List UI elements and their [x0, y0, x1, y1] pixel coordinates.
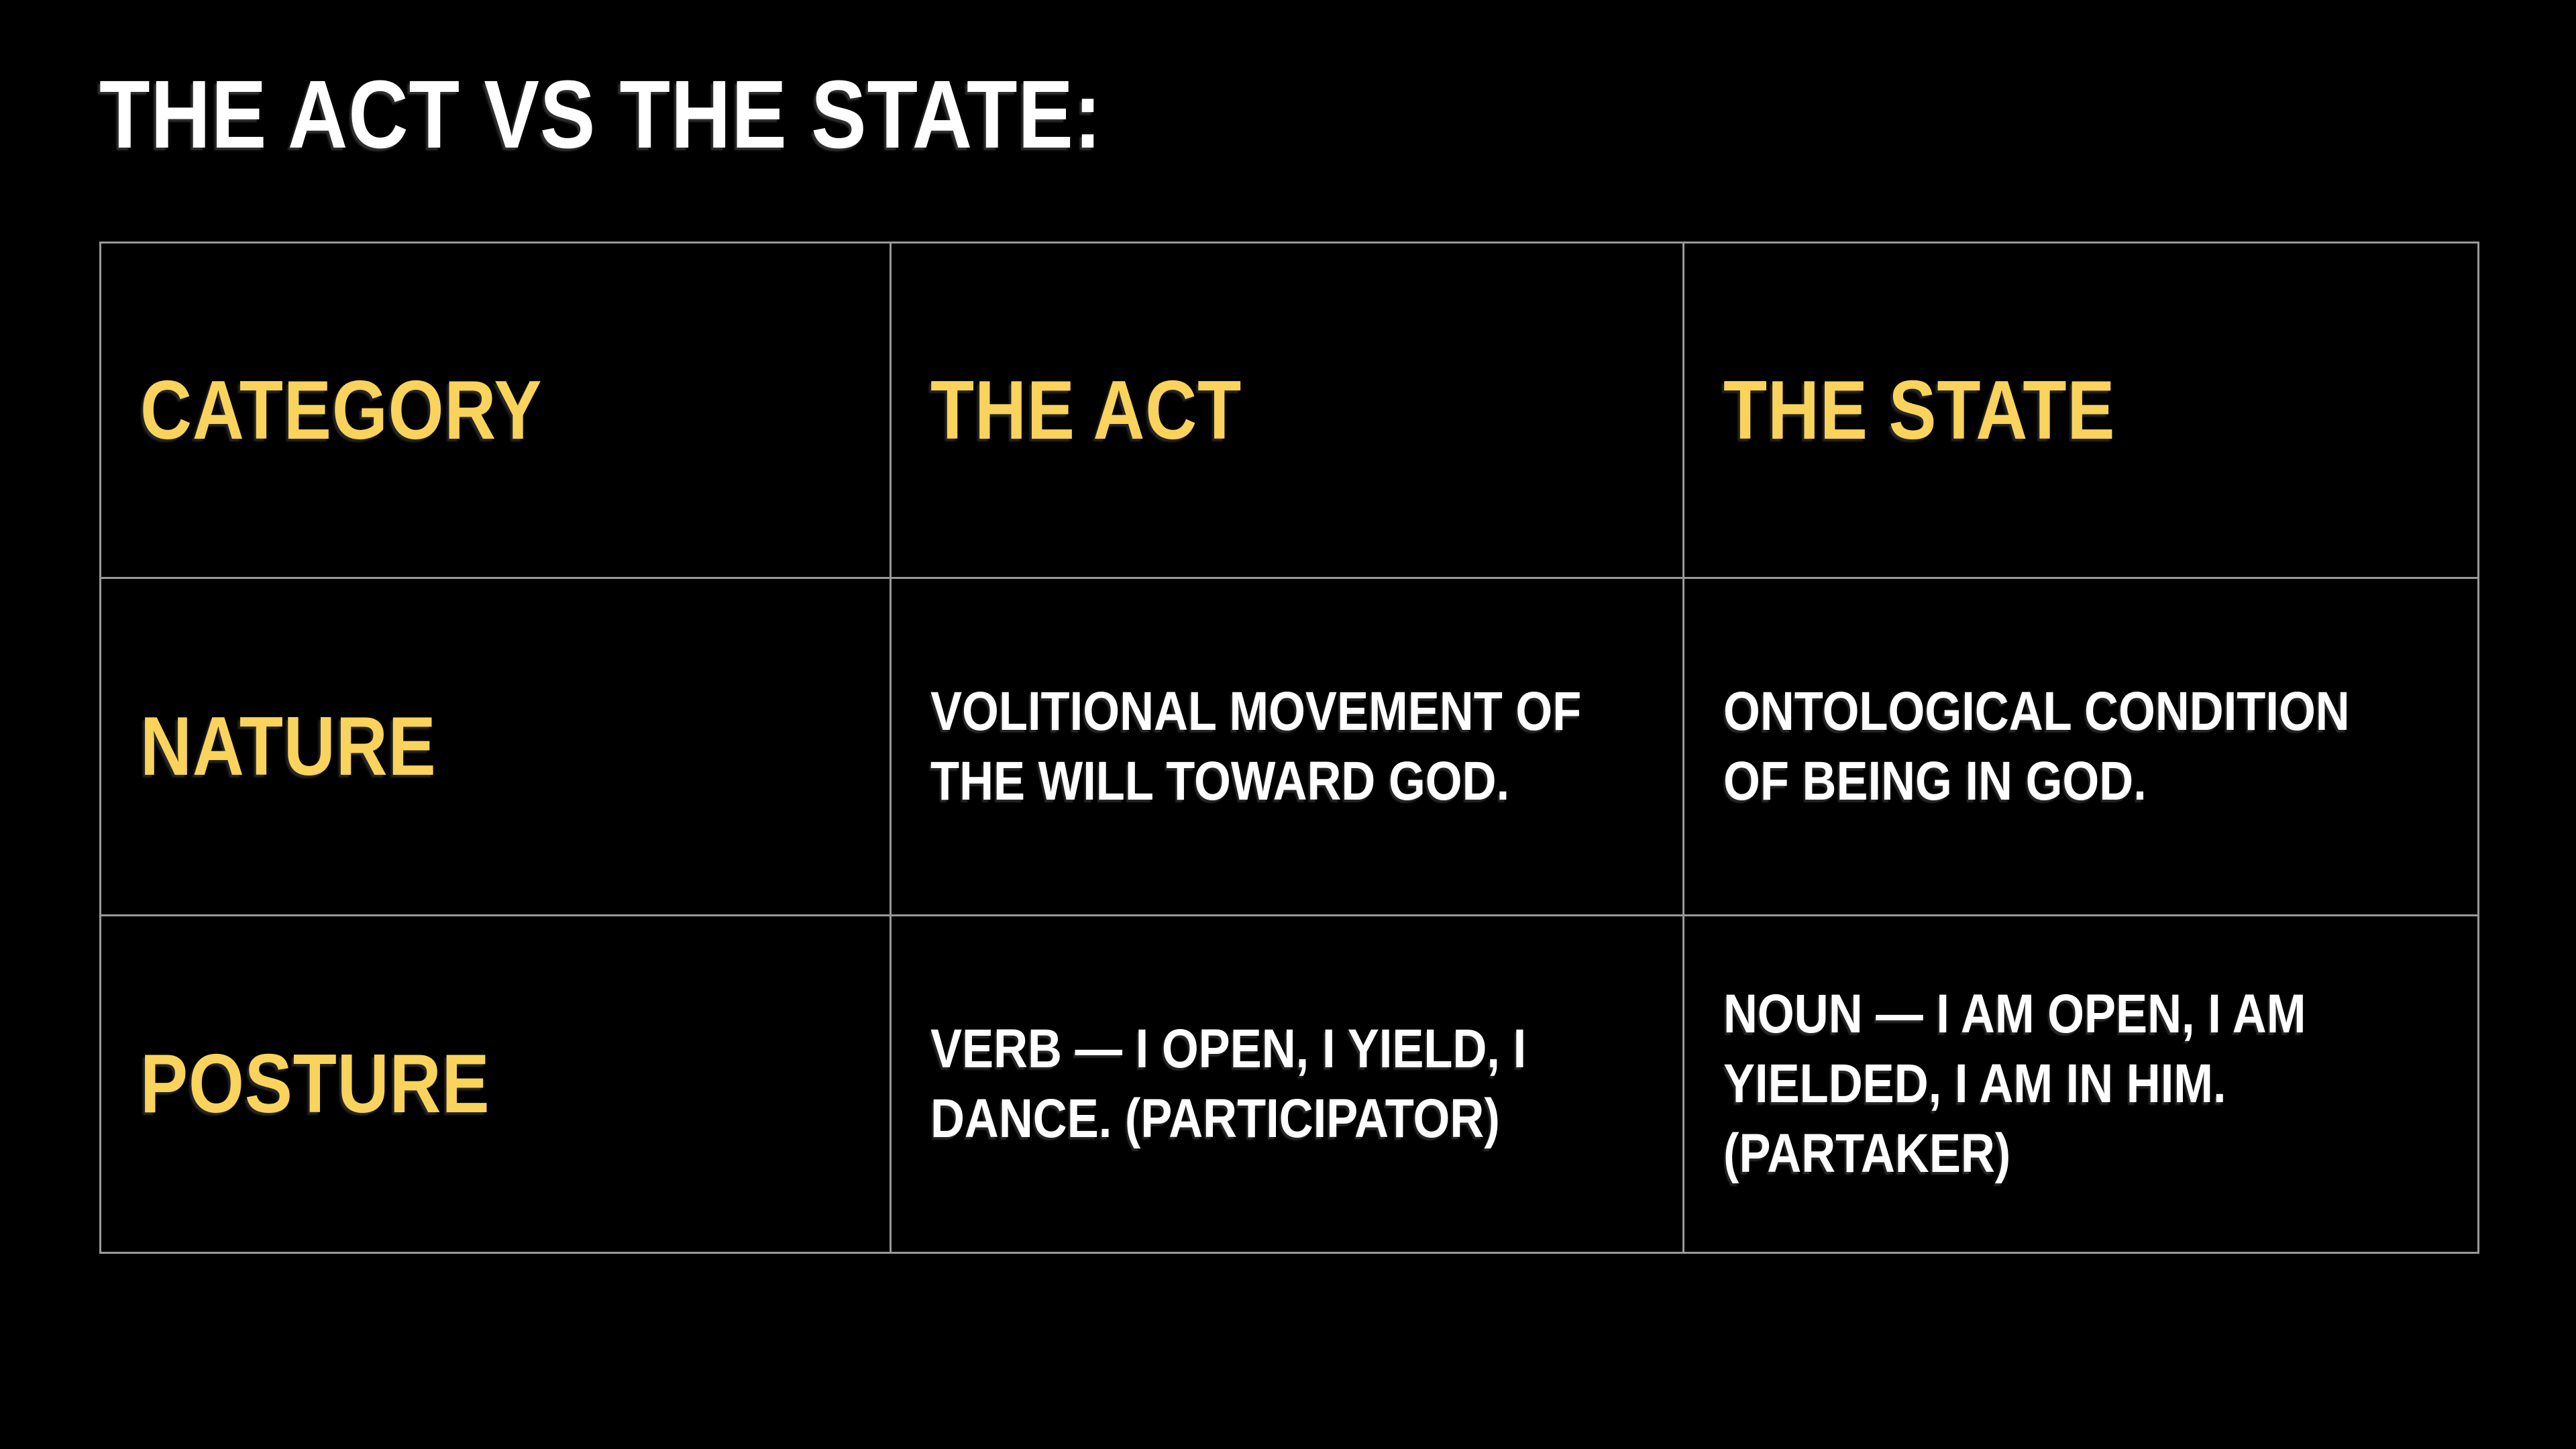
page-title: THE ACT VS THE STATE: — [99, 57, 1265, 173]
header-cell-the-state: THE STATE — [1682, 241, 2479, 579]
cell-nature-state-text: ONTOLOGICAL CONDITION OF BEING IN GOD. — [1723, 680, 2350, 812]
table-row-nature: NATURE VOLITIONAL MOVEMENT OF THE WILL T… — [99, 577, 2479, 916]
cell-posture-state-text: NOUN — I AM OPEN, I AM YIELDED, I AM IN … — [1723, 983, 2306, 1185]
header-cell-category-text: CATEGORY — [140, 364, 543, 457]
row-label-nature: NATURE — [99, 577, 892, 916]
header-cell-the-act: THE ACT — [890, 241, 1684, 579]
page-title-text: THE ACT VS THE STATE: — [99, 60, 1102, 168]
header-cell-category: CATEGORY — [99, 241, 892, 579]
row-label-posture-text: POSTURE — [140, 1038, 490, 1130]
cell-posture-act: VERB — I OPEN, I YIELD, I DANCE. (PARTIC… — [890, 914, 1684, 1254]
header-cell-the-act-text: THE ACT — [930, 364, 1242, 457]
cell-posture-act-text: VERB — I OPEN, I YIELD, I DANCE. (PARTIC… — [930, 1018, 1527, 1149]
cell-nature-act: VOLITIONAL MOVEMENT OF THE WILL TOWARD G… — [890, 577, 1684, 916]
cell-posture-state: NOUN — I AM OPEN, I AM YIELDED, I AM IN … — [1682, 914, 2479, 1254]
cell-nature-state: ONTOLOGICAL CONDITION OF BEING IN GOD. — [1682, 577, 2479, 916]
comparison-table: CATEGORY THE ACT THE STATE NATURE VOLITI… — [99, 241, 2479, 1254]
row-label-posture: POSTURE — [99, 914, 892, 1254]
row-label-nature-text: NATURE — [140, 700, 437, 793]
cell-nature-act-text: VOLITIONAL MOVEMENT OF THE WILL TOWARD G… — [930, 680, 1582, 812]
table-row-posture: POSTURE VERB — I OPEN, I YIELD, I DANCE.… — [99, 914, 2479, 1254]
header-cell-the-state-text: THE STATE — [1723, 364, 2116, 457]
header-row: CATEGORY THE ACT THE STATE — [99, 241, 2479, 579]
